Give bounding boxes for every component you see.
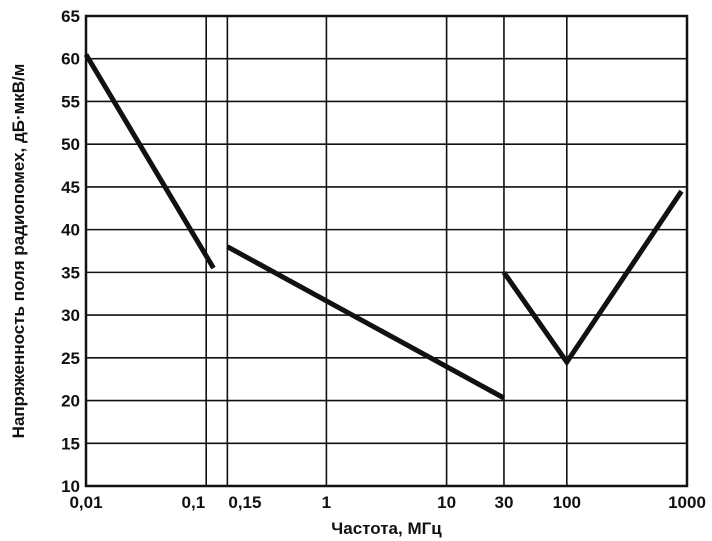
y-axis-title: Напряженность поля радиопомех, дБ·мкВ/м bbox=[9, 64, 28, 439]
series-line bbox=[83, 53, 216, 270]
y-tick-label: 35 bbox=[61, 263, 80, 282]
x-axis-title: Частота, МГц bbox=[331, 519, 442, 538]
series-group bbox=[83, 53, 684, 401]
series-line bbox=[226, 244, 506, 401]
y-tick-label: 60 bbox=[61, 50, 80, 69]
series-line bbox=[501, 189, 684, 367]
plot-frame bbox=[84, 14, 689, 488]
y-axis-ticks: 10 15 20 25 30 35 40 45 50 55 60 65 bbox=[61, 7, 80, 496]
y-tick-label: 15 bbox=[61, 434, 80, 453]
grid bbox=[85, 15, 688, 487]
x-tick-label: 100 bbox=[553, 493, 581, 512]
y-tick-label: 55 bbox=[61, 92, 80, 111]
y-tick-label: 25 bbox=[61, 349, 80, 368]
y-tick-label: 30 bbox=[61, 306, 80, 325]
y-tick-label: 50 bbox=[61, 135, 80, 154]
x-tick-label: 0,1 bbox=[182, 493, 206, 512]
x-tick-label: 10 bbox=[437, 493, 456, 512]
x-tick-label: 0,01 bbox=[69, 493, 102, 512]
y-tick-label: 45 bbox=[61, 178, 80, 197]
x-tick-label: 1000 bbox=[668, 493, 706, 512]
x-tick-label: 1 bbox=[322, 493, 331, 512]
y-tick-label: 10 bbox=[61, 477, 80, 496]
y-tick-label: 20 bbox=[61, 392, 80, 411]
x-tick-label: 0,15 bbox=[228, 493, 261, 512]
x-tick-label: 30 bbox=[494, 493, 513, 512]
y-tick-label: 40 bbox=[61, 221, 80, 240]
y-tick-label: 65 bbox=[61, 7, 80, 26]
x-axis-ticks: 0,01 0,1 0,15 1 10 30 100 1000 bbox=[69, 493, 705, 512]
